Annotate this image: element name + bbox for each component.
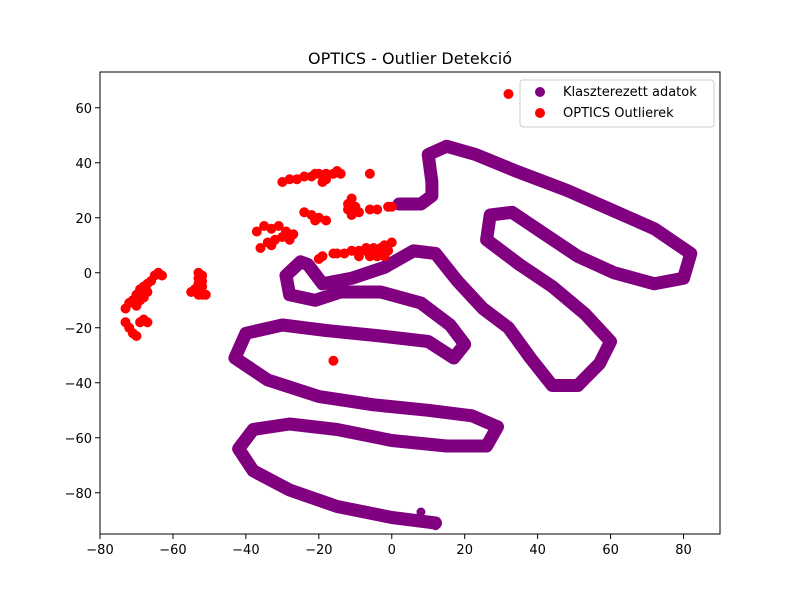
y-tick-label: 60 — [75, 102, 92, 117]
outlier-point — [346, 193, 357, 204]
outlier-point — [157, 270, 167, 281]
y-axis: −80 −60 −40 −20 0 20 40 60 — [65, 102, 100, 502]
outlier-point — [200, 289, 211, 300]
outlier-point — [353, 207, 364, 218]
outlier-point — [142, 317, 153, 328]
outlier-point — [321, 215, 332, 226]
clustered-data-band — [228, 139, 698, 530]
outlier-point — [310, 215, 321, 226]
outlier-point — [361, 243, 372, 253]
series-layer — [120, 89, 698, 531]
outlier-point — [273, 221, 284, 231]
legend: Klaszterezett adatok OPTICS Outlierek — [519, 79, 715, 128]
outlier-point — [266, 240, 277, 251]
y-tick-label: −20 — [65, 322, 92, 337]
x-tick-label: 60 — [602, 543, 619, 558]
x-axis: −80 −60 −40 −20 0 20 40 60 80 — [86, 534, 692, 558]
clustered-point — [416, 507, 426, 517]
outlier-point — [120, 303, 131, 314]
x-tick-label: −20 — [305, 543, 332, 558]
clustered-point — [423, 518, 433, 528]
outlier-point — [364, 168, 375, 179]
outlier-point — [321, 174, 332, 185]
y-tick-label: −80 — [65, 487, 92, 502]
y-tick-label: 20 — [75, 212, 92, 227]
outlier-point — [251, 226, 262, 237]
outlier-point — [284, 234, 295, 245]
outlier-point — [372, 245, 383, 256]
chart-title: OPTICS - Outlier Detekció — [308, 49, 512, 68]
plot-frame — [99, 71, 721, 535]
outlier-point — [335, 168, 346, 179]
x-tick-label: 0 — [388, 543, 396, 558]
outlier-point — [299, 171, 310, 182]
outlier-point — [503, 89, 514, 99]
y-tick-label: −40 — [65, 377, 92, 392]
outlier-point — [255, 243, 266, 253]
outlier-point — [317, 251, 328, 262]
legend-label-clustered: Klaszterezett adatok — [563, 85, 697, 100]
outlier-point — [310, 168, 321, 179]
outlier-point — [383, 245, 394, 256]
legend-marker-outliers — [535, 108, 545, 118]
legend-marker-clustered — [535, 87, 545, 97]
outlier-point — [328, 355, 339, 366]
outlier-point — [372, 204, 383, 215]
outlier-point — [364, 204, 375, 215]
x-tick-label: −60 — [159, 543, 186, 558]
outlier-point — [353, 251, 364, 262]
outlier-point — [131, 300, 142, 311]
y-tick-label: 0 — [84, 267, 92, 282]
legend-label-outliers: OPTICS Outlierek — [563, 106, 674, 121]
x-tick-label: 80 — [675, 543, 692, 558]
y-tick-label: −60 — [65, 432, 92, 447]
outlier-point — [386, 201, 397, 212]
outlier-point — [332, 248, 343, 259]
outlier-point — [131, 331, 142, 341]
outlier-point — [284, 174, 295, 185]
y-tick-label: 40 — [75, 157, 92, 172]
x-tick-label: −40 — [232, 543, 259, 558]
legend-box — [519, 79, 715, 128]
outlier-point — [386, 237, 397, 248]
outlier-point — [364, 251, 375, 262]
x-tick-label: 40 — [529, 543, 546, 558]
outlier-point — [346, 245, 357, 256]
clustered-point — [431, 521, 441, 531]
x-tick-label: 20 — [456, 543, 473, 558]
outlier-point — [193, 289, 204, 300]
x-tick-label: −80 — [86, 543, 113, 558]
